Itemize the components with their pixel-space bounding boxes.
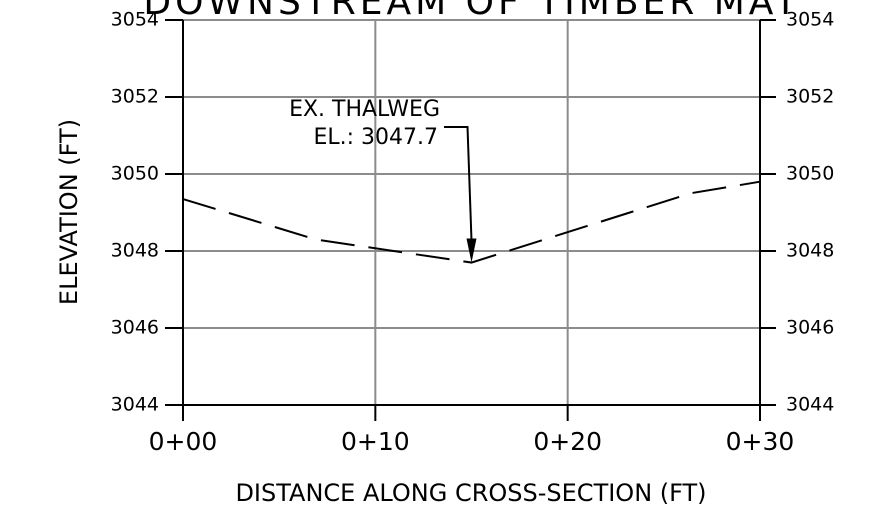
arrowhead: [466, 238, 477, 263]
y2-tick-label: 3046: [786, 317, 834, 339]
y2-tick-label: 3048: [786, 240, 834, 262]
y-tick-label: 3044: [111, 394, 159, 416]
x-tick-label: 0+30: [726, 427, 795, 456]
x-tick-label: 0+10: [341, 427, 410, 456]
annotation-text: EX. THALWEG: [289, 97, 440, 122]
x-tick-label: 0+20: [533, 427, 602, 456]
annotation-text: EL.: 3047.7: [313, 125, 438, 150]
y-axis-label: ELEVATION (FT): [55, 119, 83, 305]
y-tick-label: 3048: [111, 240, 159, 262]
y-tick-label: 3050: [111, 163, 159, 185]
y-tick-label: 3052: [111, 86, 159, 108]
leader-line: [444, 126, 473, 241]
y2-tick-label: 3054: [786, 9, 834, 31]
y2-tick-label: 3044: [786, 394, 834, 416]
y-tick-label: 3054: [111, 9, 159, 31]
x-tick-label: 0+00: [149, 427, 218, 456]
x-axis-label: DISTANCE ALONG CROSS-SECTION (FT): [235, 479, 706, 507]
y2-tick-label: 3052: [786, 86, 834, 108]
y2-tick-label: 3050: [786, 163, 834, 185]
chart-title: DOWNSTREAM OF TIMBER MAT: [143, 0, 800, 23]
y-tick-label: 3046: [111, 317, 159, 339]
